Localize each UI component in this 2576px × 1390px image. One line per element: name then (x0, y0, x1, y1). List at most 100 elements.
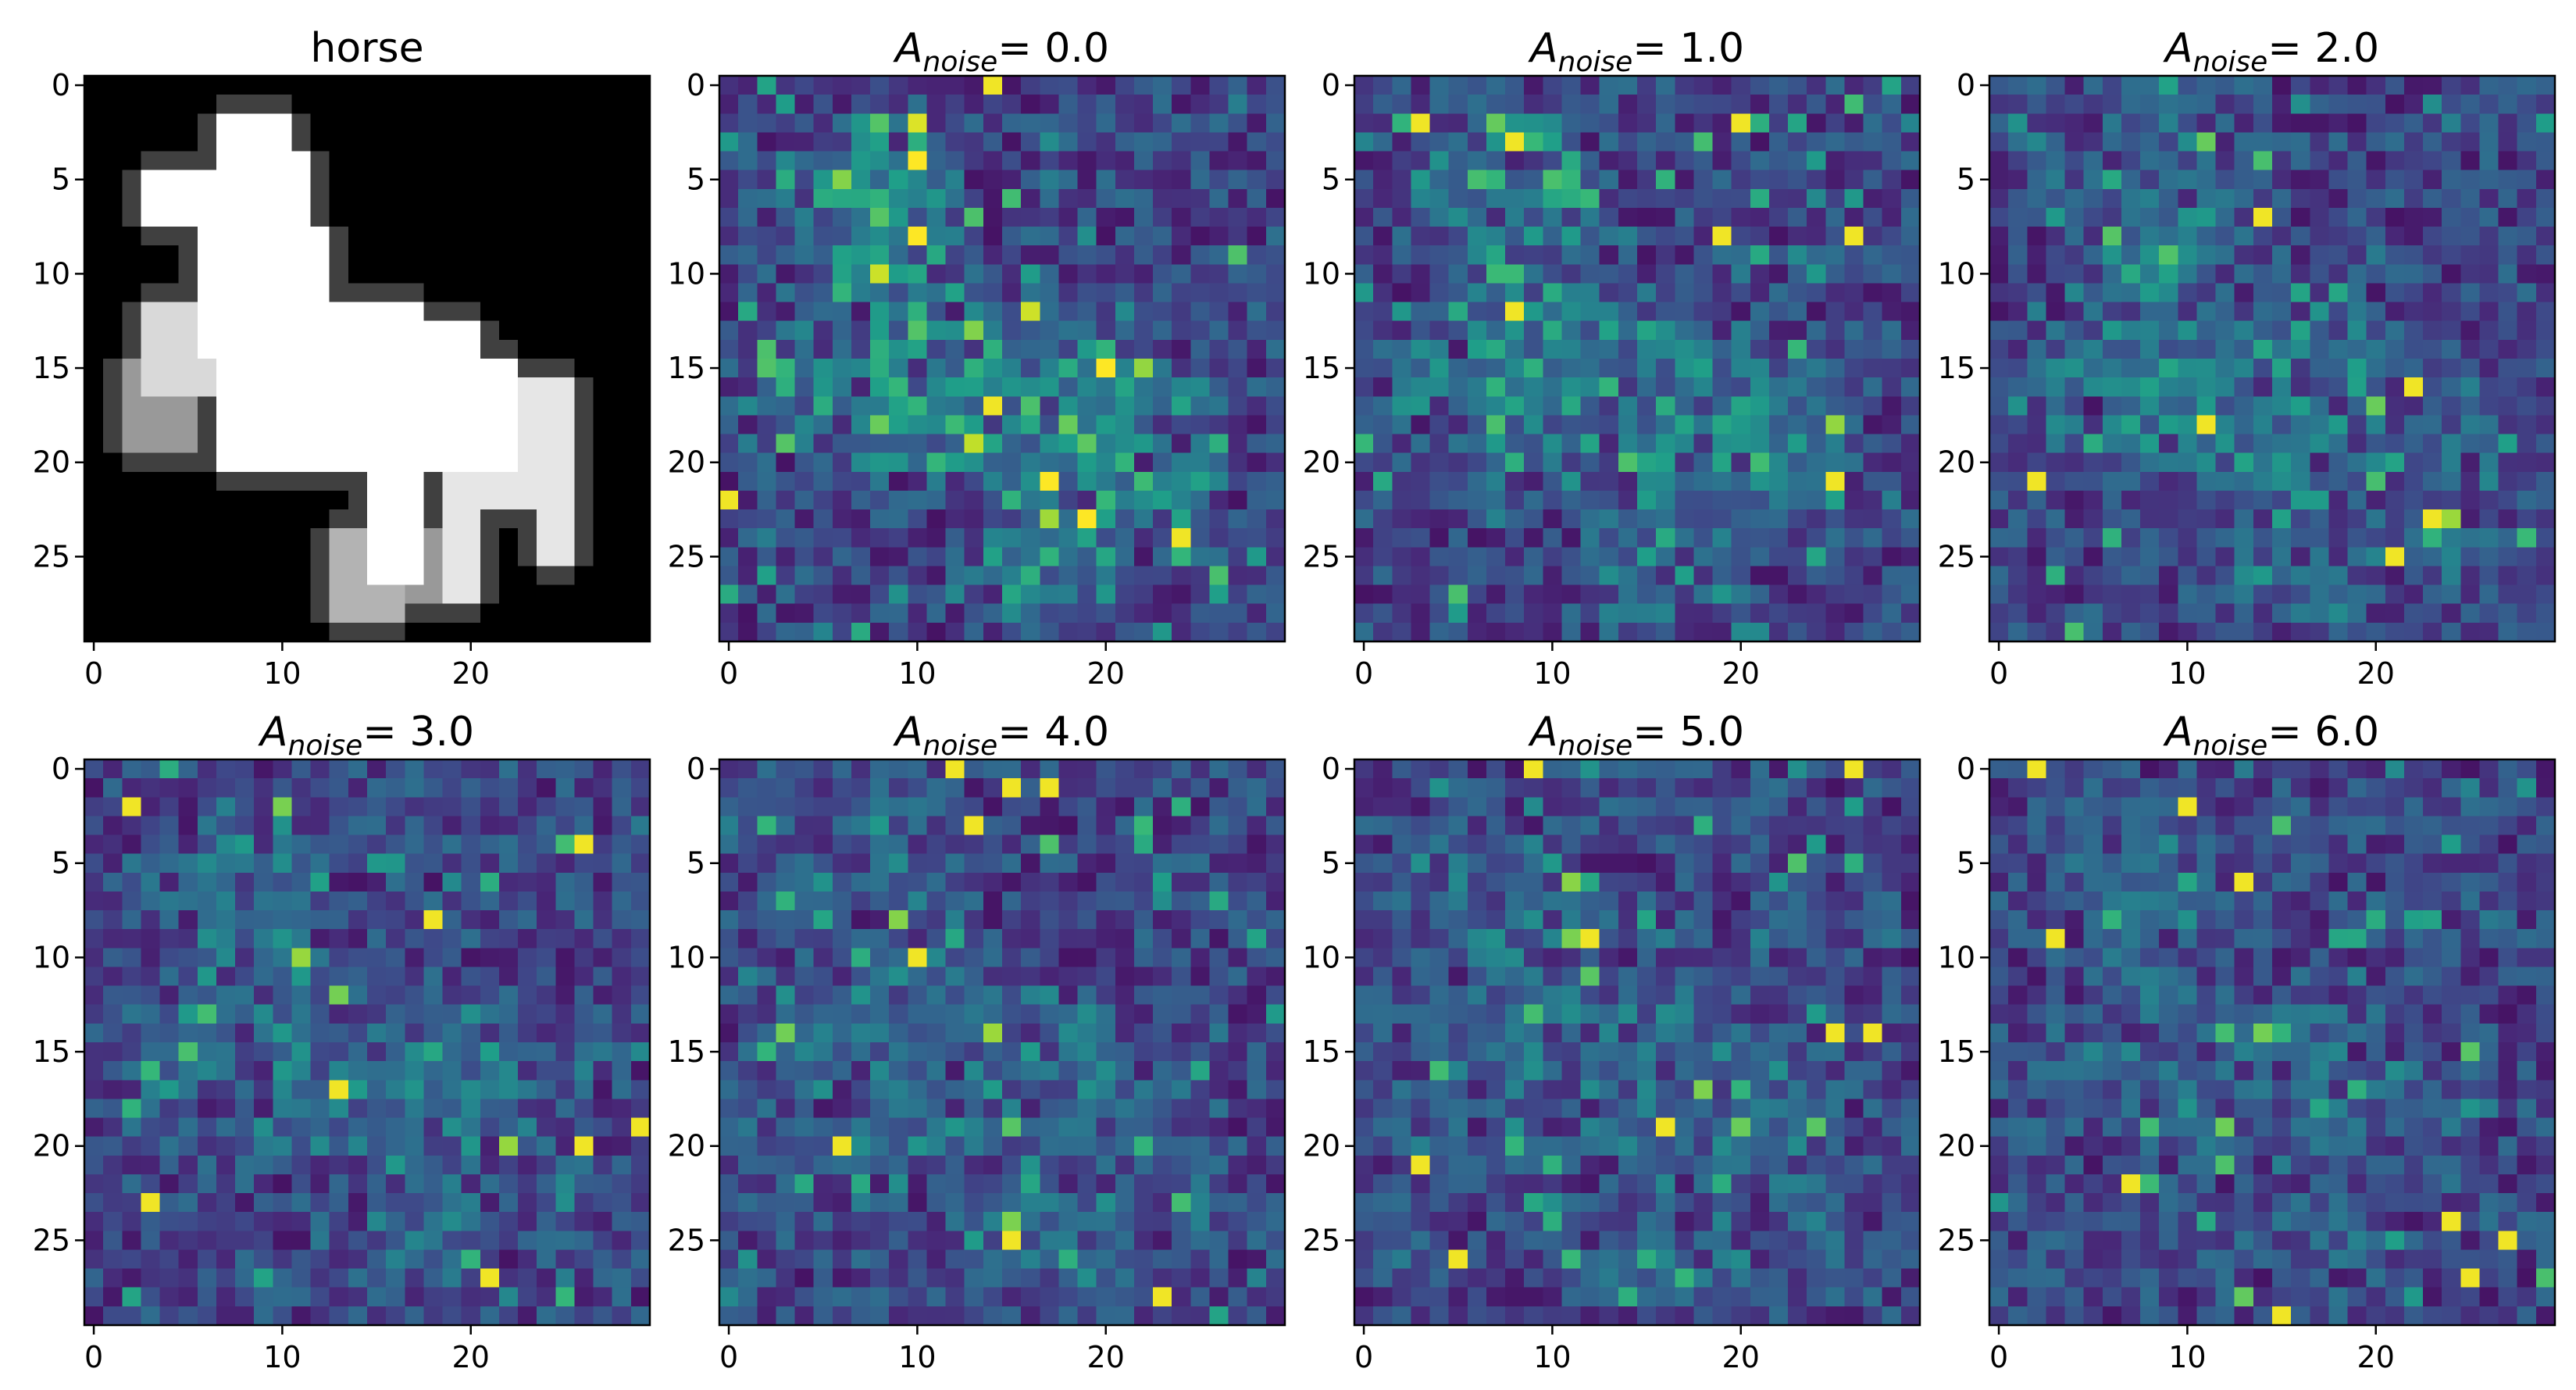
heatmap-cell (574, 434, 594, 454)
heatmap-cell (555, 1099, 576, 1119)
heatmap-cell (630, 1136, 651, 1156)
heatmap-cell (1115, 415, 1135, 435)
heatmap-cell (1096, 359, 1116, 378)
heatmap-cell (1448, 264, 1468, 284)
heatmap-cell (612, 1287, 632, 1307)
heatmap-cell (851, 603, 871, 624)
heatmap-cell (630, 1042, 651, 1062)
heatmap-cell (1077, 584, 1097, 605)
heatmap-cell (2008, 452, 2028, 473)
heatmap-cell (1580, 227, 1600, 246)
heatmap-cell (84, 778, 104, 798)
heatmap-cell (2064, 339, 2085, 359)
heatmap-cell (1580, 188, 1600, 209)
heatmap-cell (1096, 547, 1116, 567)
heatmap-cell (159, 188, 180, 209)
heatmap-cell (2008, 227, 2028, 246)
heatmap-cell (1411, 188, 1431, 209)
heatmap-cell (2385, 170, 2405, 190)
heatmap-cell (122, 547, 141, 567)
heatmap-cell (1580, 528, 1600, 548)
heatmap-cell (1190, 95, 1211, 114)
heatmap-cell (2234, 471, 2254, 491)
heatmap-cell (593, 584, 613, 605)
heatmap-cell (2272, 132, 2292, 152)
heatmap-cell (1731, 528, 1751, 548)
heatmap-cell (1040, 471, 1059, 491)
heatmap-cell (84, 471, 104, 491)
heatmap-cell (574, 151, 594, 171)
heatmap-cell (291, 415, 312, 435)
heatmap-cell (1486, 509, 1506, 529)
heatmap-cell (273, 95, 293, 114)
heatmap-cell (141, 188, 161, 209)
heatmap-cell (1467, 132, 1487, 152)
heatmap-cell (197, 1080, 217, 1099)
heatmap-cell (442, 359, 462, 378)
y-tick-label: 25 (33, 539, 70, 574)
heatmap-cell (776, 396, 796, 416)
heatmap-cell (851, 547, 871, 567)
heatmap-cell (1731, 302, 1751, 322)
x-tick-label: 0 (1354, 656, 1373, 691)
heatmap-cell (776, 853, 796, 874)
heatmap-cell (480, 151, 500, 171)
heatmap-cell (159, 1306, 180, 1326)
heatmap-cell (329, 490, 349, 510)
heatmap-cell (870, 891, 890, 911)
heatmap-cell (2479, 377, 2499, 397)
heatmap-cell (1209, 797, 1229, 816)
heatmap-cell (889, 434, 908, 454)
heatmap-cell (2442, 170, 2461, 190)
heatmap-cell (84, 95, 104, 114)
heatmap-cell (178, 1268, 198, 1288)
heatmap-cell (1265, 302, 1286, 322)
heatmap-cell (480, 1117, 500, 1138)
heatmap-cell (518, 853, 537, 874)
heatmap-cell (612, 1080, 632, 1099)
heatmap-cell (612, 816, 632, 836)
heatmap-cell (348, 132, 368, 152)
heatmap-cell (1599, 302, 1619, 322)
heatmap-cell (178, 264, 198, 284)
heatmap-cell (757, 339, 776, 359)
heatmap-cell (367, 929, 387, 949)
heatmap-cell (216, 1061, 236, 1081)
x-tick-label: 0 (84, 1340, 103, 1374)
heatmap-cell (776, 452, 796, 473)
heatmap-cell (832, 509, 852, 529)
heatmap-cell (2178, 188, 2198, 209)
heatmap-cell (1882, 245, 1902, 265)
heatmap-cell (2178, 415, 2198, 435)
heatmap-cell (480, 396, 500, 416)
heatmap-cell (1693, 151, 1714, 171)
heatmap-cell (537, 853, 556, 874)
heatmap-cell (1209, 509, 1229, 529)
heatmap-cell (2234, 339, 2254, 359)
heatmap-cell (1989, 302, 2009, 322)
heatmap-cell (178, 528, 198, 548)
heatmap-cell (757, 547, 776, 567)
heatmap-cell (555, 1023, 576, 1043)
heatmap-cell (273, 415, 293, 435)
heatmap-cell (1133, 264, 1154, 284)
heatmap-cell (1844, 95, 1864, 114)
heatmap-cell (593, 910, 613, 930)
heatmap-cell (574, 778, 594, 798)
heatmap-cell (537, 1042, 556, 1062)
heatmap-cell (555, 396, 576, 416)
heatmap-cell (964, 778, 984, 798)
heatmap-cell (329, 872, 349, 892)
title-value: = 2.0 (2267, 25, 2379, 72)
heatmap-cell (518, 227, 537, 246)
heatmap-cell (537, 910, 556, 930)
heatmap-cell (291, 1004, 312, 1024)
heatmap-cell (1354, 359, 1374, 378)
heatmap-cell (329, 853, 349, 874)
heatmap-cell (235, 113, 255, 133)
heatmap-cell (2403, 227, 2424, 246)
heatmap-cell (1768, 113, 1789, 133)
heatmap-cell (1429, 188, 1450, 209)
heatmap-cell (518, 264, 537, 284)
heatmap-cell (1599, 547, 1619, 567)
